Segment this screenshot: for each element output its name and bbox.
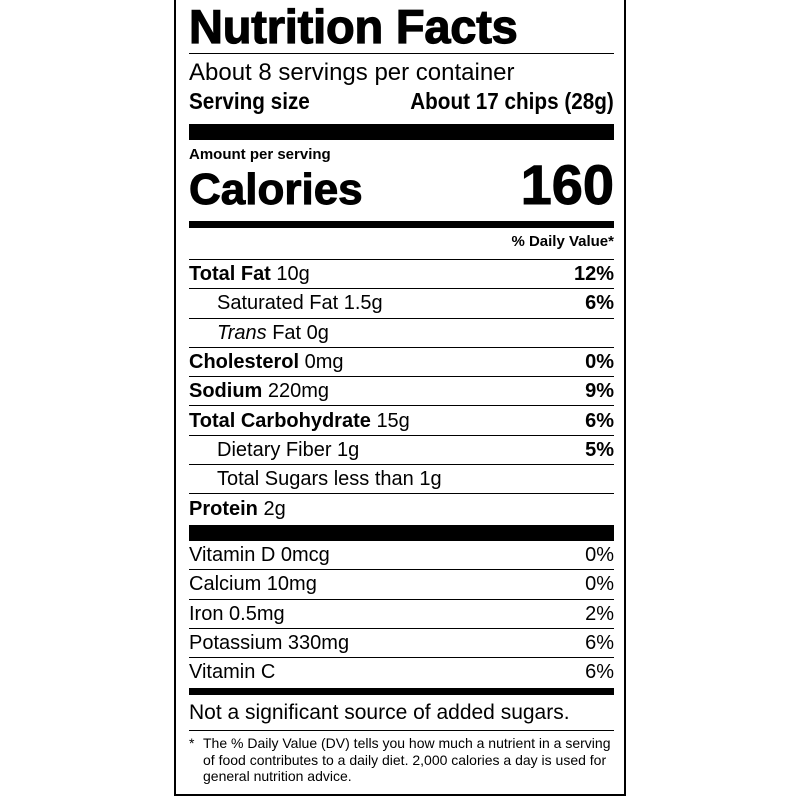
- nutrient-name-group: Total Carbohydrate 15g: [189, 407, 410, 435]
- nutrient-daily-value: 12%: [573, 263, 614, 286]
- added-sugars-note: Not a significant source of added sugars…: [189, 701, 570, 724]
- nutrient-name: Dietary Fiber 1g: [217, 438, 360, 461]
- nutrient-name-group: Total Sugars less than 1g: [189, 465, 442, 493]
- vitamin-list: Vitamin D 0mcg 0% Calcium 10mg 0% Iron 0.5mg…: [189, 541, 614, 686]
- nutrient-daily-value: 6%: [585, 292, 614, 315]
- vitamin-daily-value: 0%: [585, 573, 614, 596]
- footnote: * The % Daily Value (DV) tells you how m…: [189, 735, 614, 785]
- divider: [189, 53, 614, 54]
- vitamin-row: Calcium 10mg 0%: [189, 570, 614, 600]
- nutrient-name-group: Sodium 220mg: [189, 377, 329, 405]
- nutrient-daily-value: 9%: [585, 380, 614, 403]
- label-title: Nutrition Facts: [188, 0, 518, 53]
- daily-value-header: % Daily Value*: [511, 233, 614, 250]
- vitamin-row: Iron 0.5mg 2%: [189, 600, 614, 629]
- nutrient-name-group: Trans Fat 0g: [189, 319, 329, 347]
- vitamin-name: Potassium 330mg: [189, 632, 350, 655]
- servings-per-container: About 8 servings per container: [189, 59, 515, 86]
- nutrient-amount: 2g: [263, 497, 286, 520]
- vitamin-daily-value: 2%: [585, 602, 614, 625]
- thick-divider: [189, 525, 614, 541]
- nutrient-amount: 15g: [376, 409, 410, 432]
- nutrient-row: Cholesterol 0mg 0%: [189, 348, 614, 378]
- nutrition-facts-label: Nutrition Facts About 8 servings per con…: [174, 0, 626, 796]
- nutrient-name-group: Dietary Fiber 1g: [189, 436, 359, 464]
- divider: [189, 730, 614, 731]
- vitamin-name: Calcium 10mg: [189, 573, 317, 596]
- nutrient-row: Total Fat 10g 12%: [189, 260, 614, 290]
- serving-size-value: About 17 chips (28g): [410, 88, 614, 114]
- vitamin-name: Iron 0.5mg: [189, 602, 285, 625]
- nutrient-name: Total Sugars less than 1g: [217, 468, 442, 491]
- medium-divider: [189, 221, 614, 228]
- vitamin-name: Vitamin D 0mcg: [189, 544, 330, 567]
- thick-divider: [189, 124, 614, 140]
- vitamin-name: Vitamin C: [189, 661, 276, 684]
- footnote-star: *: [189, 735, 195, 751]
- nutrient-row: Total Sugars less than 1g: [189, 465, 614, 495]
- vitamin-row: Vitamin D 0mcg 0%: [189, 541, 614, 571]
- vitamin-row: Vitamin C 6%: [189, 658, 614, 686]
- serving-size-label: Serving size: [189, 88, 310, 114]
- nutrient-name: Total Fat: [189, 263, 271, 286]
- vitamin-daily-value: 0%: [585, 544, 614, 567]
- calories-value: 160: [520, 153, 614, 217]
- nutrient-row: Sodium 220mg 9%: [189, 377, 614, 407]
- nutrient-name: Saturated Fat 1.5g: [217, 292, 383, 315]
- nutrient-name-group: Saturated Fat 1.5g: [189, 289, 383, 317]
- footnote-text: The % Daily Value (DV) tells you how muc…: [203, 735, 611, 784]
- vitamin-daily-value: 6%: [585, 632, 614, 655]
- medium-divider: [189, 688, 614, 695]
- nutrient-row: Total Carbohydrate 15g 6%: [189, 406, 614, 436]
- vitamin-daily-value: 6%: [585, 661, 614, 684]
- nutrient-row: Trans Fat 0g: [189, 319, 614, 348]
- vitamin-row: Potassium 330mg 6%: [189, 629, 614, 659]
- nutrient-row: Saturated Fat 1.5g 6%: [189, 289, 614, 319]
- nutrient-list: Total Fat 10g 12% Saturated Fat 1.5g 6% Tran…: [189, 260, 614, 523]
- nutrient-name: Protein: [189, 497, 258, 520]
- nutrient-amount: 0mg: [304, 351, 344, 374]
- nutrient-row: Protein 2g: [189, 494, 614, 522]
- nutrient-name-group: Cholesterol 0mg: [189, 348, 344, 376]
- nutrient-daily-value: 0%: [585, 351, 614, 374]
- nutrient-name: Total Carbohydrate: [189, 409, 371, 432]
- nutrient-amount: 220mg: [267, 380, 330, 403]
- nutrient-name-group: Total Fat 10g: [189, 260, 310, 288]
- nutrient-daily-value: 6%: [585, 409, 614, 432]
- nutrient-daily-value: 5%: [585, 438, 614, 461]
- nutrient-name: Sodium: [189, 380, 263, 403]
- amount-per-serving: Amount per serving: [189, 146, 331, 163]
- nutrient-name: Fat 0g: [266, 321, 329, 344]
- serving-size: Serving size About 17 chips (28g): [189, 87, 614, 115]
- nutrient-row: Dietary Fiber 1g 5%: [189, 436, 614, 466]
- calories-label: Calories: [189, 165, 364, 215]
- nutrient-name: Cholesterol: [189, 351, 300, 374]
- calories-row: Calories 160: [189, 153, 615, 217]
- nutrient-name-group: Protein 2g: [189, 495, 286, 523]
- divider: [189, 259, 614, 260]
- nutrient-amount: 10g: [276, 263, 310, 286]
- nutrient-name-italic: Trans: [217, 321, 267, 344]
